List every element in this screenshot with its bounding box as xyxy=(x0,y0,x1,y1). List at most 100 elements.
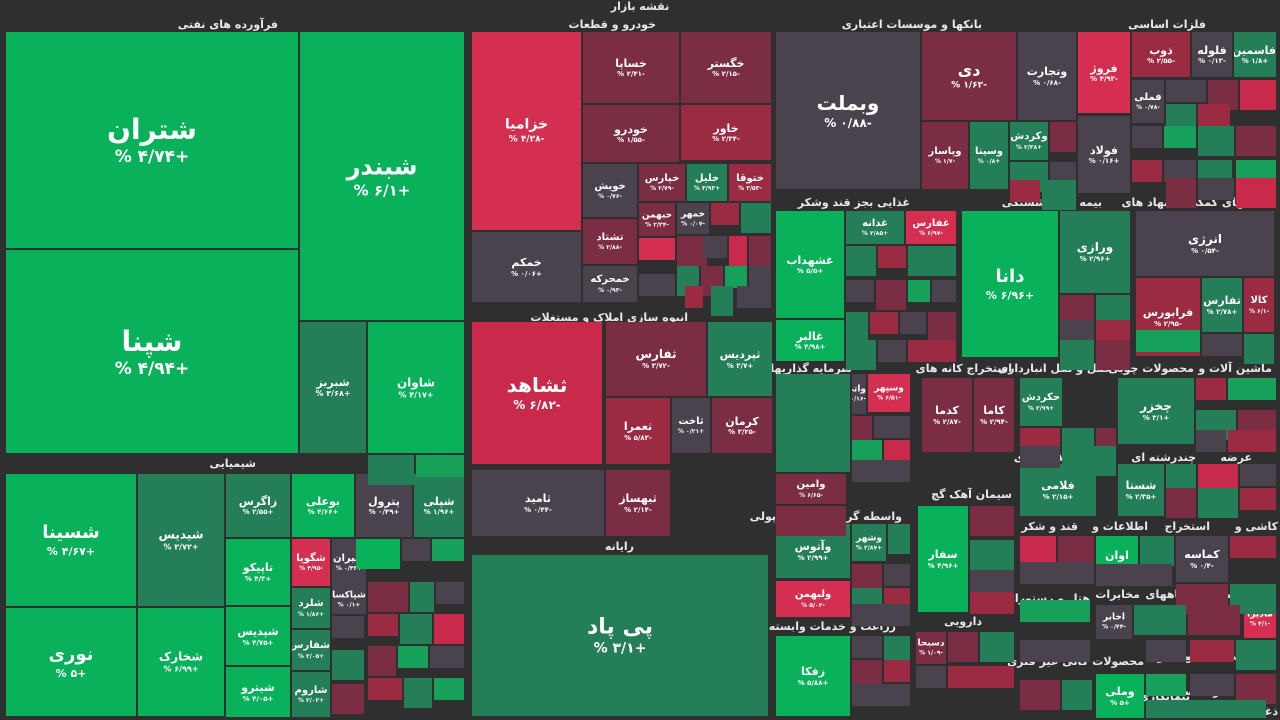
stock-tile[interactable]: خلیل +۳/۹۳ % xyxy=(687,164,727,201)
stock-tile[interactable]: وبملت -۰/۸۸ % xyxy=(776,32,920,189)
stock-tile[interactable]: تاپیکو +۴/۳ % xyxy=(226,539,290,605)
stock-tile[interactable] xyxy=(1196,430,1226,452)
stock-tile[interactable]: کدما -۲/۸۷ % xyxy=(922,378,972,452)
stock-tile[interactable]: شاوان +۴/۱۷ % xyxy=(368,322,464,453)
stock-tile[interactable]: غالبر +۴/۹۸ % xyxy=(776,320,844,361)
stock-tile[interactable] xyxy=(1166,488,1196,518)
stock-tile[interactable]: شپدیس +۴/۷۵ % xyxy=(226,607,290,665)
stock-tile[interactable]: شپاکسا +۰/۱ % xyxy=(332,586,366,614)
stock-tile[interactable] xyxy=(852,684,910,706)
stock-tile[interactable] xyxy=(332,650,364,680)
stock-tile[interactable]: وسینا +۰/۸ % xyxy=(970,122,1008,189)
stock-tile[interactable]: خمهر -۰/۰۷ % xyxy=(677,203,709,234)
stock-tile[interactable]: شسینا +۴/۶۷ % xyxy=(6,474,136,606)
stock-tile[interactable] xyxy=(685,286,703,308)
stock-tile[interactable] xyxy=(1240,464,1276,486)
stock-tile[interactable] xyxy=(874,416,910,438)
stock-tile[interactable] xyxy=(1042,180,1076,210)
stock-tile[interactable]: غشهداب +۵/۵ % xyxy=(776,211,844,318)
stock-tile[interactable] xyxy=(970,570,1014,592)
stock-tile[interactable]: شبریز +۳/۶۸ % xyxy=(300,322,366,453)
stock-tile[interactable]: خبهمن -۲/۳۴ % xyxy=(639,203,675,236)
stock-tile[interactable]: فولاد +۰/۱۶ % xyxy=(1078,116,1130,193)
stock-tile[interactable]: حکردش +۲/۹۹ % xyxy=(1020,378,1062,426)
stock-tile[interactable]: خاور -۲/۳۴ % xyxy=(681,105,771,160)
stock-tile[interactable]: ولبهمن -۵/۰۲ % xyxy=(776,581,850,617)
stock-tile[interactable] xyxy=(852,416,872,446)
stock-tile[interactable] xyxy=(1230,536,1276,558)
stock-tile[interactable] xyxy=(908,280,930,302)
stock-tile[interactable] xyxy=(1136,330,1200,352)
stock-tile[interactable] xyxy=(1236,640,1276,670)
stock-tile[interactable] xyxy=(876,280,906,310)
stock-tile[interactable] xyxy=(900,312,926,334)
stock-tile[interactable]: وملی +۵ % xyxy=(1096,674,1144,718)
stock-tile[interactable]: غفارس -۶/۹۷ % xyxy=(906,211,956,244)
stock-tile[interactable] xyxy=(970,540,1014,570)
stock-tile[interactable] xyxy=(1062,680,1092,710)
stock-tile[interactable] xyxy=(970,506,1014,536)
stock-tile[interactable]: شخارک +۶/۹۹ % xyxy=(138,608,224,716)
stock-tile[interactable] xyxy=(1240,488,1276,510)
stock-tile[interactable] xyxy=(1166,80,1206,102)
stock-tile[interactable] xyxy=(400,614,432,644)
stock-tile[interactable]: خگستر -۲/۱۵ % xyxy=(681,32,771,103)
stock-tile[interactable]: شپنا +۴/۹۴ % xyxy=(6,250,298,453)
stock-tile[interactable]: کالا -۶/۱ % xyxy=(1244,278,1274,332)
stock-tile[interactable]: شاروم +۲/۰۲ % xyxy=(292,672,330,717)
stock-tile[interactable]: انرژی -۰/۵۴ % xyxy=(1136,211,1274,276)
stock-tile[interactable] xyxy=(1236,178,1276,208)
stock-tile[interactable]: خمحرکه -۰/۹۳ % xyxy=(583,266,637,302)
stock-tile[interactable] xyxy=(1140,536,1174,566)
stock-tile[interactable] xyxy=(332,616,364,638)
stock-tile[interactable] xyxy=(368,582,408,612)
stock-tile[interactable]: چخزر +۳/۱ % xyxy=(1118,378,1194,444)
stock-tile[interactable] xyxy=(436,582,464,604)
stock-tile[interactable]: ثپردیس +۳/۷ % xyxy=(708,322,772,396)
stock-tile[interactable] xyxy=(884,564,910,586)
stock-tile[interactable] xyxy=(639,238,675,260)
stock-tile[interactable] xyxy=(1198,488,1238,518)
stock-tile[interactable] xyxy=(1062,446,1116,476)
stock-tile[interactable] xyxy=(711,286,733,316)
stock-tile[interactable] xyxy=(908,340,956,362)
stock-tile[interactable] xyxy=(749,266,771,288)
stock-tile[interactable]: ثفارس -۳/۷۲ % xyxy=(606,322,706,396)
stock-tile[interactable]: کرمان -۳/۲۵ % xyxy=(712,398,772,453)
stock-tile[interactable] xyxy=(703,236,727,258)
stock-tile[interactable]: سفار +۴/۹۶ % xyxy=(918,506,968,612)
stock-tile[interactable]: فاسمین +۱/۸ % xyxy=(1234,32,1276,77)
stock-tile[interactable]: شلرد +۱/۸۶ % xyxy=(292,588,330,628)
stock-tile[interactable] xyxy=(852,604,910,626)
stock-tile[interactable] xyxy=(398,646,428,668)
stock-tile[interactable]: کاما -۲/۹۴ % xyxy=(974,378,1014,452)
stock-tile[interactable]: نوری +۵ % xyxy=(6,608,136,716)
stock-tile[interactable]: خساپا -۲/۴۱ % xyxy=(583,32,679,103)
stock-tile[interactable]: دانا +۶/۹۶ % xyxy=(962,211,1058,357)
stock-tile[interactable]: خزامیا -۴/۲۸ % xyxy=(472,32,581,230)
stock-tile[interactable] xyxy=(1020,640,1090,662)
stock-tile[interactable] xyxy=(846,246,876,276)
stock-tile[interactable] xyxy=(711,203,739,225)
stock-tile[interactable]: فروژ -۴/۹۳ % xyxy=(1078,32,1130,113)
stock-tile[interactable]: ختوقا -۳/۵۳ % xyxy=(729,164,771,201)
stock-tile[interactable] xyxy=(1236,674,1276,704)
stock-tile[interactable] xyxy=(402,539,430,561)
stock-tile[interactable]: شتران +۴/۷۴ % xyxy=(6,32,298,248)
stock-tile[interactable] xyxy=(948,666,1014,688)
stock-tile[interactable] xyxy=(870,312,898,334)
stock-tile[interactable] xyxy=(776,506,846,536)
stock-tile[interactable]: وامین -۶/۶۵ % xyxy=(776,474,846,504)
stock-tile[interactable]: بوعلی +۴/۶۶ % xyxy=(292,474,354,537)
stock-tile[interactable] xyxy=(1132,126,1162,148)
stock-tile[interactable]: وسپهر -۶/۵۱ % xyxy=(868,374,910,412)
stock-tile[interactable] xyxy=(1020,680,1060,710)
stock-tile[interactable] xyxy=(846,340,876,370)
stock-tile[interactable] xyxy=(1164,160,1196,182)
stock-tile[interactable] xyxy=(1228,430,1276,452)
stock-tile[interactable]: وتجارت -۰/۶۸ % xyxy=(1018,32,1076,120)
stock-tile[interactable] xyxy=(970,592,1014,614)
stock-tile[interactable] xyxy=(1240,80,1276,110)
stock-tile[interactable] xyxy=(1228,378,1276,400)
stock-tile[interactable]: شپلی +۱/۹۶ % xyxy=(414,474,464,537)
